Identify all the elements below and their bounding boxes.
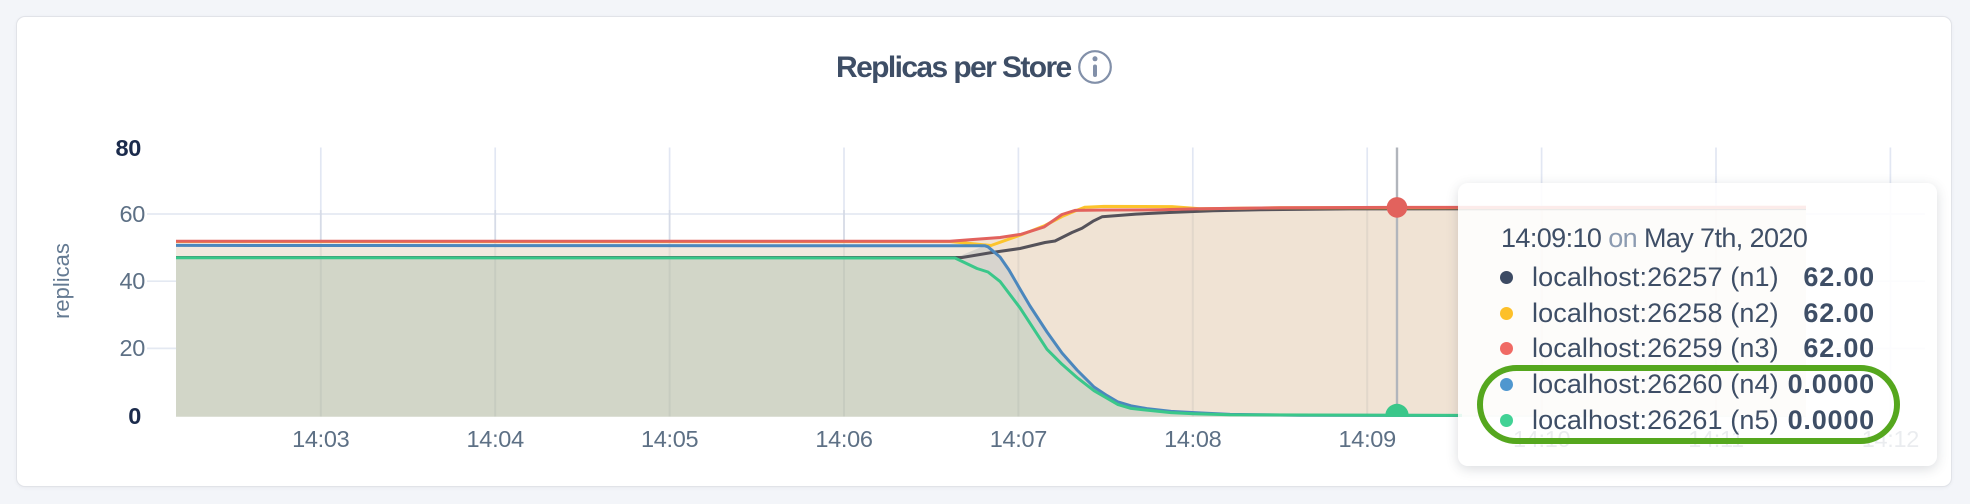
svg-text:20: 20: [119, 335, 145, 361]
svg-text:14:08: 14:08: [1164, 426, 1222, 452]
svg-text:replicas: replicas: [49, 243, 74, 319]
svg-text:60: 60: [119, 201, 145, 227]
svg-text:80: 80: [115, 135, 141, 161]
svg-text:14:03: 14:03: [292, 426, 350, 452]
svg-text:14:06: 14:06: [815, 426, 873, 452]
svg-text:0: 0: [128, 403, 141, 429]
svg-text:14:09: 14:09: [1339, 426, 1396, 452]
svg-text:14:05: 14:05: [641, 426, 699, 452]
svg-text:14:07: 14:07: [990, 426, 1047, 452]
svg-text:14:04: 14:04: [467, 426, 525, 452]
svg-text:40: 40: [119, 268, 145, 294]
